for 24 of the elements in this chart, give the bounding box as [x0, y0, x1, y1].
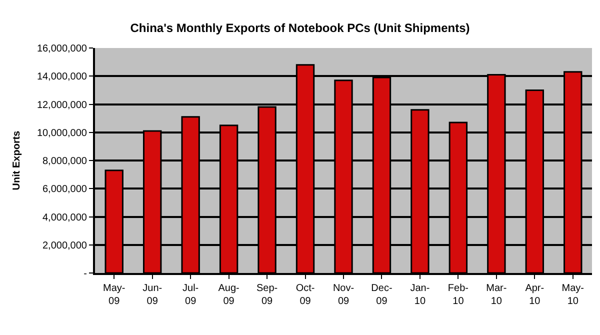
x-tick-label: Mar-10 — [486, 283, 507, 307]
x-tick-label: May-10 — [562, 283, 584, 307]
x-tick-label: Oct-09 — [296, 283, 315, 307]
x-tick-label: Aug-09 — [218, 283, 240, 307]
y-tick-label: 6,000,000 — [42, 184, 88, 196]
y-tick-label: - — [84, 268, 87, 280]
x-tick-label: Jan-10 — [410, 283, 430, 307]
y-tick-label: 8,000,000 — [42, 156, 88, 167]
x-tick-label: Sep-09 — [256, 283, 278, 307]
y-tick-label: 16,000,000 — [36, 44, 88, 54]
x-tick-label: Jul-09 — [182, 283, 199, 307]
y-tick-label: 12,000,000 — [36, 100, 88, 111]
y-tick-label: 14,000,000 — [36, 72, 88, 83]
y-tick-label: 2,000,000 — [42, 240, 88, 252]
x-tick-label: Nov-09 — [332, 283, 354, 307]
y-axis-title: Unit Exports — [11, 130, 22, 190]
chart-title: China's Monthly Exports of Notebook PCs (Unit Shipments) — [130, 20, 470, 35]
x-tick-label: Feb-10 — [448, 283, 468, 307]
y-tick-label: 10,000,000 — [36, 128, 88, 139]
x-tick-label: Dec-09 — [371, 283, 392, 307]
y-tick-label: 4,000,000 — [42, 212, 88, 224]
x-tick-label: May-09 — [103, 283, 126, 307]
x-tick-label: Jun-09 — [142, 283, 162, 307]
x-tick-label: Apr-10 — [525, 283, 544, 307]
